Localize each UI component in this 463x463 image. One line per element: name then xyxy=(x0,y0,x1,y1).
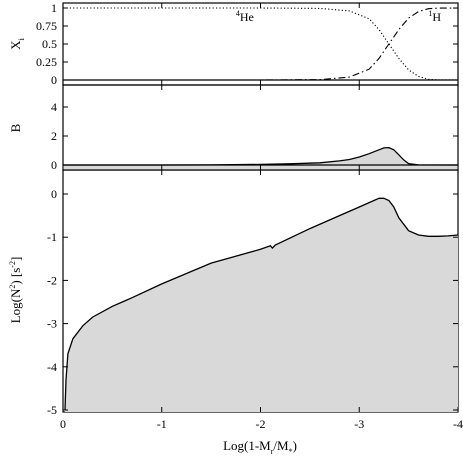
ylabel-part-ylabel_sup: 2 xyxy=(8,285,17,289)
xlabel-part-xlabel_sub2: * xyxy=(289,447,293,456)
y-tick-label-middle: 4 xyxy=(51,100,57,114)
y-tick-label-bottom: -4 xyxy=(47,360,57,374)
ylabel-part-ylabel_end: ] xyxy=(8,257,23,261)
ylabel-main: X xyxy=(8,40,23,50)
y-tick-label-bottom: -1 xyxy=(47,230,57,244)
y-tick-label-top: 0.25 xyxy=(36,55,57,69)
y-axis-label-middle: B xyxy=(8,123,23,132)
panel-middle: 0 2 4 xyxy=(51,84,459,172)
y-tick-label-top: 0 xyxy=(51,73,57,87)
y-tick-label-top: 1 xyxy=(51,1,57,15)
y-tick-label-middle: 2 xyxy=(51,129,57,143)
y-axis-label-bottom: Log(N2) [s-2] xyxy=(8,257,23,324)
ylabel-part-ylabel: Log(N xyxy=(8,288,23,323)
ylabel-part-ylabel_mid: ) [s xyxy=(8,268,23,285)
xlabel-part-xlabel: Log(1-M xyxy=(223,438,271,453)
x-tick-label: -1 xyxy=(157,417,167,431)
series-area-bottom xyxy=(65,198,458,412)
y-tick-label-bottom: -3 xyxy=(47,317,57,331)
xlabel-part-xlabel_sub1: r xyxy=(271,447,274,456)
x-tick-label: -3 xyxy=(354,417,364,431)
x-tick-label: 0 xyxy=(60,417,66,431)
xlabel-part-xlabel_end: ) xyxy=(293,438,297,453)
y-tick-label-bottom: 0 xyxy=(51,187,57,201)
annotation-He: 4He xyxy=(236,9,254,24)
xlabel-part-xlabel_mid: /M xyxy=(273,438,289,453)
x-tick-label: -2 xyxy=(256,417,266,431)
y-tick-label-middle: 0 xyxy=(51,158,57,172)
x-axis-label: Log(1-Mr/M*) xyxy=(223,438,297,456)
annotation-sup: 4 xyxy=(236,9,240,18)
y-tick-label-top: 0.75 xyxy=(36,19,57,33)
series-line-top-0 xyxy=(63,7,459,81)
y-tick-label-top: 0.5 xyxy=(42,37,57,51)
y-axis-label-top: Xi xyxy=(8,37,26,49)
ylabel-part-ylabel_sup2: -2 xyxy=(8,261,17,268)
annotation-sup: 1 xyxy=(428,9,432,18)
x-tick-label: -4 xyxy=(453,417,463,431)
annotation-text: He xyxy=(240,10,254,24)
annotation-text: H xyxy=(432,10,441,24)
series-line-bottom-0 xyxy=(64,197,459,411)
series-line-top-1 xyxy=(63,7,459,81)
y-tick-label-bottom: -5 xyxy=(47,403,57,417)
plot-frame-top xyxy=(62,2,459,86)
ylabel-sub: i xyxy=(17,37,26,40)
panel-bottom: -5 -4 -3 -2 -1 0 0 -1 -2 -3 -4 xyxy=(47,169,463,431)
y-tick-label-bottom: -2 xyxy=(47,273,57,287)
panel-top: 00.250.50.751 4He 1H xyxy=(36,1,459,87)
annotation-H: 1H xyxy=(428,9,441,24)
